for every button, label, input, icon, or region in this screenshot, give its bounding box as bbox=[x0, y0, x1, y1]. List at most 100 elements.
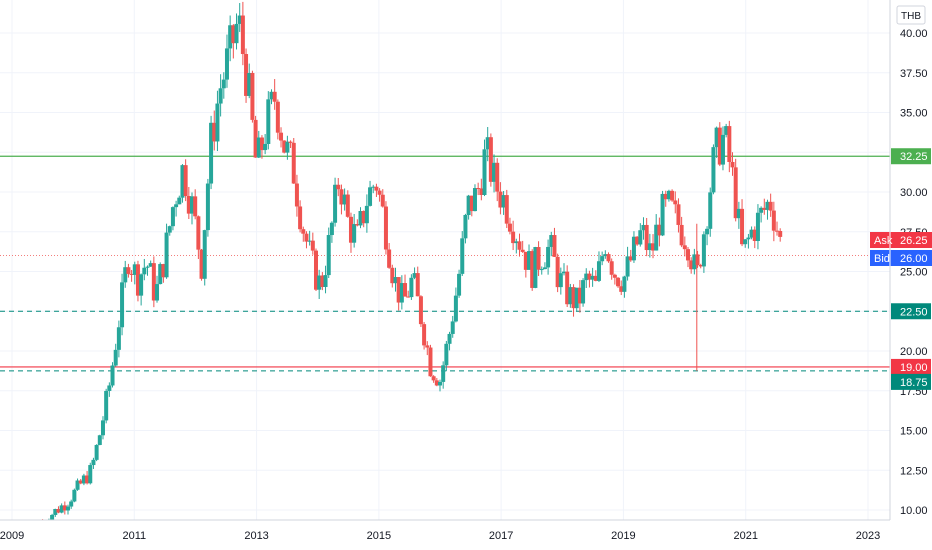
candle-body bbox=[180, 165, 185, 198]
candle bbox=[778, 228, 783, 242]
candle bbox=[590, 267, 595, 287]
candle bbox=[625, 246, 630, 281]
candle-body bbox=[495, 162, 500, 192]
candle-body bbox=[555, 256, 560, 288]
candle-body bbox=[97, 435, 102, 445]
candle-body bbox=[609, 261, 614, 275]
candle-body bbox=[272, 91, 277, 102]
candle bbox=[113, 343, 118, 367]
candle-body bbox=[425, 345, 430, 348]
candle-body bbox=[396, 277, 401, 303]
candle-body bbox=[314, 250, 319, 290]
price-scale-panel[interactable] bbox=[890, 0, 932, 550]
candle bbox=[301, 226, 306, 242]
currency-box bbox=[896, 5, 926, 25]
candle bbox=[377, 188, 382, 202]
candle bbox=[56, 506, 61, 514]
candle-body bbox=[250, 72, 255, 120]
candle bbox=[139, 273, 144, 306]
x-tick-label-7: 2023 bbox=[856, 530, 880, 542]
candle bbox=[358, 207, 363, 229]
candle bbox=[542, 262, 547, 270]
candle-body bbox=[631, 236, 636, 261]
candle bbox=[196, 215, 201, 259]
candle-body bbox=[552, 235, 557, 257]
candle bbox=[167, 225, 172, 236]
candle-body bbox=[584, 273, 589, 281]
candle-body bbox=[129, 273, 134, 275]
x-tick-label-4: 2017 bbox=[489, 530, 513, 542]
time-scale-panel[interactable] bbox=[0, 520, 932, 550]
candle-body bbox=[692, 254, 697, 270]
candle-body bbox=[733, 167, 738, 219]
candle-body bbox=[587, 273, 592, 280]
candle bbox=[482, 139, 487, 197]
candle-body bbox=[393, 277, 398, 284]
candle bbox=[749, 226, 754, 240]
candle-body bbox=[695, 254, 700, 266]
candle-body bbox=[269, 91, 274, 100]
y-tick-label-12: 40.00 bbox=[900, 28, 928, 40]
candle-body bbox=[651, 243, 656, 251]
candle-body bbox=[708, 192, 713, 229]
candle bbox=[771, 201, 776, 242]
candle-body bbox=[765, 201, 770, 210]
candle-body bbox=[358, 210, 363, 226]
candle bbox=[504, 189, 509, 229]
candle-body bbox=[701, 234, 706, 267]
candle bbox=[444, 340, 449, 372]
candle bbox=[81, 473, 86, 486]
candle bbox=[460, 231, 465, 276]
candle bbox=[422, 321, 427, 350]
candle bbox=[53, 508, 58, 517]
candle-body bbox=[199, 249, 204, 279]
candle-body bbox=[593, 275, 598, 281]
candle-body bbox=[457, 273, 462, 296]
candle-body bbox=[698, 265, 703, 267]
candle-body bbox=[291, 142, 296, 184]
candle-body bbox=[116, 327, 121, 350]
candle-body bbox=[514, 241, 519, 244]
candle-body bbox=[635, 236, 640, 245]
candle bbox=[333, 177, 338, 227]
candle-body bbox=[539, 269, 544, 271]
candle-body bbox=[139, 274, 144, 296]
candle bbox=[596, 251, 601, 283]
candle bbox=[666, 189, 671, 202]
candle-body bbox=[670, 190, 675, 201]
candle bbox=[523, 251, 528, 278]
candle-body bbox=[546, 246, 551, 268]
candle bbox=[180, 164, 185, 203]
candle bbox=[288, 140, 293, 149]
candle-body bbox=[288, 141, 293, 143]
candle-body bbox=[447, 333, 452, 344]
candle bbox=[546, 239, 551, 275]
candle-body bbox=[148, 263, 153, 267]
candle bbox=[660, 190, 665, 237]
candle bbox=[638, 223, 643, 247]
candle-body bbox=[603, 254, 608, 257]
candle-body bbox=[266, 99, 271, 144]
candle bbox=[438, 379, 442, 392]
bid-badge-label: Bid bbox=[874, 253, 890, 265]
candle bbox=[603, 250, 608, 259]
candle bbox=[743, 239, 748, 248]
candle bbox=[142, 258, 147, 281]
candle-body bbox=[438, 381, 442, 386]
candle bbox=[352, 213, 357, 248]
candle bbox=[110, 362, 115, 388]
candle bbox=[329, 221, 334, 243]
currency-text: THB bbox=[901, 11, 921, 22]
candle bbox=[520, 240, 525, 253]
candle bbox=[291, 138, 296, 184]
currency-label[interactable]: THB bbox=[896, 5, 926, 25]
candle bbox=[326, 227, 331, 278]
candle bbox=[733, 158, 738, 222]
candle bbox=[135, 260, 140, 302]
candle bbox=[431, 375, 436, 383]
candle bbox=[558, 267, 563, 295]
candle bbox=[120, 273, 125, 336]
candle-body bbox=[590, 275, 595, 280]
candle-body bbox=[428, 347, 433, 377]
